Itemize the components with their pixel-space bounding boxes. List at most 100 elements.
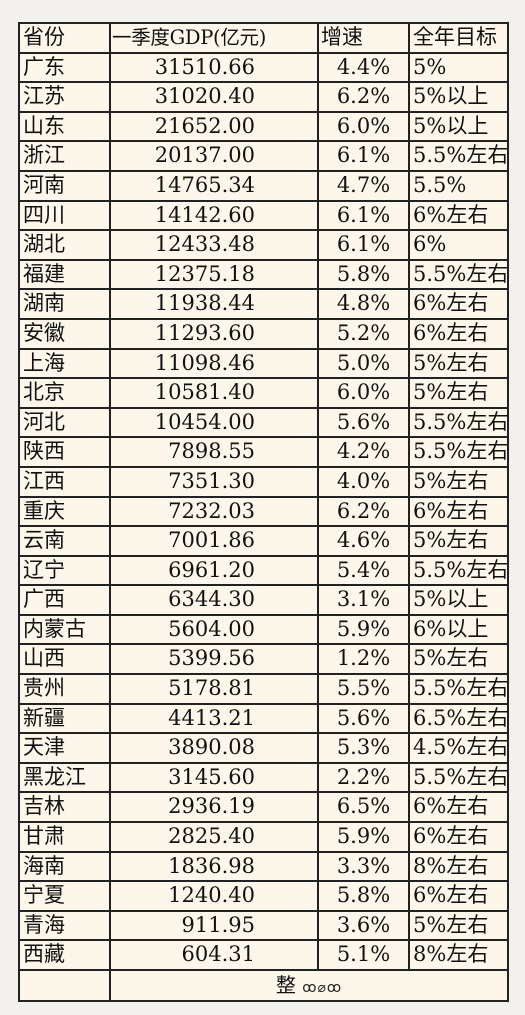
cell-q1-gdp[interactable]: 14765.34 xyxy=(111,171,319,202)
cell-province[interactable]: 上海 xyxy=(20,349,111,380)
cell-province[interactable]: 黑龙江 xyxy=(20,763,111,794)
cell-province[interactable]: 云南 xyxy=(20,527,111,557)
cell-province[interactable]: 福建 xyxy=(20,260,111,291)
cell-growth[interactable]: 5.2% xyxy=(319,319,410,350)
cell-annual-target[interactable]: 5.5%左右 xyxy=(410,675,509,705)
cell-annual-target[interactable]: 6%左右 xyxy=(410,882,509,912)
cell-province[interactable]: 宁夏 xyxy=(20,882,111,912)
cell-annual-target[interactable]: 6%左右 xyxy=(410,201,509,232)
cell-growth[interactable]: 4.6% xyxy=(319,527,410,557)
cell-annual-target[interactable]: 8%左右 xyxy=(410,941,509,971)
cell-annual-target[interactable]: 6%左右 xyxy=(410,319,509,350)
cell-q1-gdp[interactable]: 7232.03 xyxy=(111,497,319,528)
cell-growth[interactable]: 5.6% xyxy=(319,408,410,439)
cell-province[interactable]: 北京 xyxy=(20,379,111,409)
cell-q1-gdp[interactable]: 11098.46 xyxy=(111,349,319,380)
cell-growth[interactable]: 6.0% xyxy=(319,379,410,409)
cell-q1-gdp[interactable]: 6961.20 xyxy=(111,556,319,587)
cell-q1-gdp[interactable]: 604.31 xyxy=(111,941,319,971)
cell-q1-gdp[interactable]: 5604.00 xyxy=(111,615,319,646)
header-annual-target[interactable]: 全年目标 xyxy=(410,24,509,54)
cell-q1-gdp[interactable]: 5399.56 xyxy=(111,645,319,676)
footer-merged-cell[interactable]: 整 ꝏ⌀ꝏ xyxy=(111,971,509,1002)
cell-annual-target[interactable]: 5%左右 xyxy=(410,911,509,942)
header-province[interactable]: 省份 xyxy=(20,24,111,54)
cell-province[interactable]: 湖南 xyxy=(20,290,111,320)
cell-annual-target[interactable]: 5.5%左右 xyxy=(410,142,509,172)
cell-growth[interactable]: 6.5% xyxy=(319,793,410,824)
cell-q1-gdp[interactable]: 12433.48 xyxy=(111,231,319,261)
cell-annual-target[interactable]: 6.5%左右 xyxy=(410,704,509,735)
cell-q1-gdp[interactable]: 3145.60 xyxy=(111,763,319,794)
cell-annual-target[interactable]: 4.5%左右 xyxy=(410,734,509,764)
cell-province[interactable]: 广东 xyxy=(20,53,111,84)
cell-annual-target[interactable]: 5%以上 xyxy=(410,83,509,113)
cell-province[interactable]: 江西 xyxy=(20,467,111,498)
cell-q1-gdp[interactable]: 3890.08 xyxy=(111,734,319,764)
cell-q1-gdp[interactable]: 21652.00 xyxy=(111,112,319,143)
footer-empty-cell[interactable] xyxy=(20,971,111,1002)
cell-growth[interactable]: 6.2% xyxy=(319,83,410,113)
cell-province[interactable]: 江苏 xyxy=(20,83,111,113)
cell-q1-gdp[interactable]: 5178.81 xyxy=(111,675,319,705)
cell-q1-gdp[interactable]: 20137.00 xyxy=(111,142,319,172)
cell-province[interactable]: 陕西 xyxy=(20,438,111,468)
cell-q1-gdp[interactable]: 1240.40 xyxy=(111,882,319,912)
cell-growth[interactable]: 6.2% xyxy=(319,497,410,528)
cell-growth[interactable]: 4.2% xyxy=(319,438,410,468)
cell-growth[interactable]: 1.2% xyxy=(319,645,410,676)
cell-q1-gdp[interactable]: 2825.40 xyxy=(111,823,319,853)
cell-growth[interactable]: 4.7% xyxy=(319,171,410,202)
cell-annual-target[interactable]: 5%以上 xyxy=(410,112,509,143)
cell-q1-gdp[interactable]: 7351.30 xyxy=(111,467,319,498)
cell-annual-target[interactable]: 5%左右 xyxy=(410,467,509,498)
cell-province[interactable]: 西藏 xyxy=(20,941,111,971)
cell-q1-gdp[interactable]: 12375.18 xyxy=(111,260,319,291)
cell-annual-target[interactable]: 5%左右 xyxy=(410,379,509,409)
cell-province[interactable]: 山东 xyxy=(20,112,111,143)
cell-growth[interactable]: 5.5% xyxy=(319,675,410,705)
cell-growth[interactable]: 5.0% xyxy=(319,349,410,380)
cell-growth[interactable]: 3.6% xyxy=(319,911,410,942)
cell-annual-target[interactable]: 5.5%左右 xyxy=(410,260,509,291)
cell-growth[interactable]: 4.8% xyxy=(319,290,410,320)
cell-growth[interactable]: 2.2% xyxy=(319,763,410,794)
cell-growth[interactable]: 5.8% xyxy=(319,260,410,291)
cell-province[interactable]: 吉林 xyxy=(20,793,111,824)
cell-q1-gdp[interactable]: 2936.19 xyxy=(111,793,319,824)
cell-province[interactable]: 新疆 xyxy=(20,704,111,735)
cell-q1-gdp[interactable]: 1836.98 xyxy=(111,852,319,883)
cell-annual-target[interactable]: 5% xyxy=(410,53,509,84)
cell-growth[interactable]: 5.6% xyxy=(319,704,410,735)
cell-annual-target[interactable]: 5.5%左右 xyxy=(410,408,509,439)
cell-province[interactable]: 四川 xyxy=(20,201,111,232)
cell-growth[interactable]: 4.4% xyxy=(319,53,410,84)
header-q1-gdp[interactable]: 一季度GDP(亿元) xyxy=(111,24,319,54)
cell-province[interactable]: 河北 xyxy=(20,408,111,439)
cell-province[interactable]: 辽宁 xyxy=(20,556,111,587)
cell-growth[interactable]: 5.4% xyxy=(319,556,410,587)
cell-annual-target[interactable]: 6%左右 xyxy=(410,290,509,320)
cell-q1-gdp[interactable]: 31020.40 xyxy=(111,83,319,113)
cell-q1-gdp[interactable]: 11938.44 xyxy=(111,290,319,320)
cell-q1-gdp[interactable]: 10454.00 xyxy=(111,408,319,439)
cell-growth[interactable]: 6.1% xyxy=(319,231,410,261)
cell-province[interactable]: 湖北 xyxy=(20,231,111,261)
cell-growth[interactable]: 5.3% xyxy=(319,734,410,764)
cell-annual-target[interactable]: 5.5%左右 xyxy=(410,763,509,794)
cell-growth[interactable]: 5.8% xyxy=(319,882,410,912)
cell-annual-target[interactable]: 6%左右 xyxy=(410,823,509,853)
cell-q1-gdp[interactable]: 7898.55 xyxy=(111,438,319,468)
cell-annual-target[interactable]: 5.5%左右 xyxy=(410,556,509,587)
cell-growth[interactable]: 5.9% xyxy=(319,615,410,646)
cell-annual-target[interactable]: 6%左右 xyxy=(410,497,509,528)
cell-q1-gdp[interactable]: 911.95 xyxy=(111,911,319,942)
cell-growth[interactable]: 3.1% xyxy=(319,586,410,616)
cell-growth[interactable]: 6.1% xyxy=(319,201,410,232)
cell-annual-target[interactable]: 5%左右 xyxy=(410,645,509,676)
cell-growth[interactable]: 6.1% xyxy=(319,142,410,172)
cell-growth[interactable]: 3.3% xyxy=(319,852,410,883)
cell-annual-target[interactable]: 5%左右 xyxy=(410,349,509,380)
cell-annual-target[interactable]: 5.5%左右 xyxy=(410,438,509,468)
cell-annual-target[interactable]: 8%左右 xyxy=(410,852,509,883)
